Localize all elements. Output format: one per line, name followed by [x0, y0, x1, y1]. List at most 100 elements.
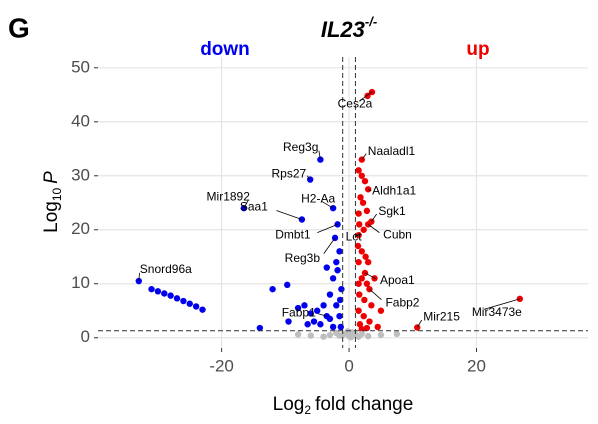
- x-label-sub: 2: [304, 403, 311, 417]
- point: [313, 307, 321, 314]
- point: [361, 269, 369, 277]
- point: [355, 258, 362, 266]
- point: [355, 210, 362, 217]
- point: [357, 194, 364, 201]
- panel-label: G: [8, 12, 30, 43]
- point: [363, 280, 371, 287]
- point: [374, 323, 381, 331]
- point: [307, 332, 315, 339]
- point: [355, 280, 362, 287]
- point: [344, 328, 351, 335]
- y-tick-label: 10: [71, 273, 90, 292]
- point: [326, 315, 334, 323]
- y-label-sub: 10: [50, 187, 64, 201]
- x-label-after: fold change: [315, 394, 413, 415]
- point: [358, 156, 365, 163]
- point: [180, 297, 187, 305]
- point: [334, 267, 341, 274]
- point: [359, 199, 367, 206]
- point: [347, 334, 355, 341]
- label-leader: [416, 319, 423, 328]
- point: [199, 306, 206, 313]
- y-tick-label: 0: [81, 327, 90, 346]
- y-tick-label: 30: [71, 165, 90, 184]
- label-leader: [306, 175, 311, 180]
- point-label: Ces2a: [338, 96, 373, 110]
- point-label: Aldh1a1: [372, 183, 416, 197]
- point-label: Rps27: [271, 167, 306, 181]
- label-leader: [354, 234, 359, 238]
- point: [358, 248, 365, 255]
- point: [360, 226, 367, 233]
- point: [186, 300, 193, 307]
- point-label: Mir1892: [207, 189, 251, 203]
- point-label: Saa1: [240, 200, 268, 214]
- point: [362, 253, 369, 260]
- point: [368, 302, 375, 309]
- x-tick-label: -20: [209, 356, 234, 375]
- point: [364, 332, 372, 340]
- point: [358, 172, 365, 179]
- point: [364, 186, 372, 193]
- label-leader: [364, 272, 377, 280]
- point: [364, 221, 372, 228]
- point-label: Reg3b: [285, 251, 321, 265]
- point: [317, 321, 324, 328]
- label-leader: [371, 213, 377, 222]
- point: [356, 291, 363, 298]
- point: [307, 310, 315, 317]
- point: [393, 330, 401, 338]
- point: [192, 303, 200, 310]
- point: [336, 248, 343, 255]
- point: [355, 167, 362, 174]
- point: [356, 221, 363, 228]
- point: [294, 331, 302, 338]
- label-leader: [367, 224, 380, 233]
- label-leader: [138, 272, 140, 282]
- label-leader: [276, 210, 303, 220]
- label-leader: [318, 150, 321, 160]
- x-axis-label: Log2 fold change: [273, 394, 414, 417]
- y-label-text: Log: [41, 201, 62, 233]
- point-label: Cubn: [383, 228, 412, 242]
- point: [161, 290, 168, 297]
- y-tick-label: 50: [71, 57, 90, 76]
- x-tick-label: 0: [344, 356, 353, 375]
- point: [320, 333, 327, 340]
- point-label: Fabp1: [282, 305, 316, 319]
- point: [355, 307, 362, 314]
- point: [333, 258, 340, 266]
- point: [356, 321, 364, 328]
- label-leader: [321, 201, 334, 209]
- point: [361, 296, 368, 304]
- point-label: Mir3473e: [472, 305, 522, 319]
- group-label: up: [466, 39, 489, 60]
- label-leader: [483, 298, 520, 310]
- point-label: Apoa1: [380, 273, 415, 287]
- point-label: H2-Aa: [301, 191, 335, 205]
- point-label: Naaladl1: [368, 144, 416, 158]
- point-label: Dmbt1: [275, 228, 311, 242]
- point: [310, 318, 318, 325]
- point: [304, 321, 311, 328]
- label-leader: [323, 237, 336, 254]
- point: [269, 285, 276, 293]
- point-label: Snord96a: [140, 262, 192, 276]
- point-label: Sgk1: [378, 204, 406, 218]
- y-axis-label: Log10 P: [41, 171, 64, 233]
- x-tick-label: 20: [467, 356, 486, 375]
- point: [329, 275, 337, 282]
- point: [364, 258, 372, 266]
- point: [333, 302, 340, 309]
- label-leader: [317, 223, 338, 233]
- point: [366, 318, 373, 325]
- point-label: Fabp2: [385, 295, 419, 309]
- point: [336, 296, 344, 304]
- point: [323, 264, 330, 271]
- point: [294, 304, 302, 312]
- point: [354, 242, 362, 250]
- label-leader: [318, 313, 327, 317]
- label-leader: [359, 91, 373, 102]
- point: [363, 207, 371, 215]
